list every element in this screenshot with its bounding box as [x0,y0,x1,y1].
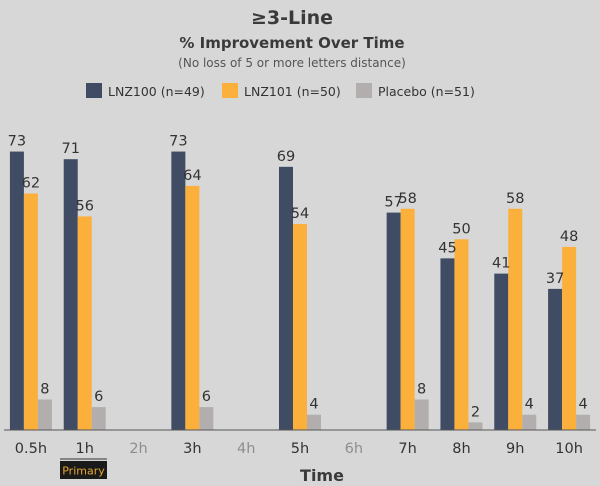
x-tick-label: 2h [129,441,147,457]
bar-value-label: 6 [202,389,211,405]
bar [293,224,307,430]
x-tick-label: 7h [398,441,416,457]
bar [37,399,52,430]
bar-value-label: 6 [94,389,103,405]
bar [199,407,214,430]
bar-value-label: 8 [40,381,49,397]
bar-value-label: 58 [398,191,416,207]
bar [23,193,38,430]
bar [508,208,523,430]
bar [440,258,455,430]
bar-value-label: 37 [546,271,564,287]
bar-value-label: 8 [417,381,426,397]
bars [9,151,591,431]
legend-swatch-lnz100 [86,83,102,98]
legend: LNZ100 (n=49) LNZ101 (n=50) Placebo (n=5… [86,83,475,99]
x-tick-label: 1h [76,441,94,457]
bar [171,151,186,430]
bar [562,246,577,430]
x-tick-label: 0.5h [15,441,47,457]
bar-value-label: 50 [452,221,470,237]
x-axis-label: Time [300,466,344,485]
bar [468,422,483,430]
bar [454,239,469,430]
legend-label-lnz101: LNZ101 (n=50) [244,84,341,99]
bar [307,414,321,430]
bar-value-label: 4 [309,397,318,413]
bar-value-label: 64 [183,168,201,184]
legend-label-lnz100: LNZ100 (n=49) [108,84,205,99]
bar-value-label: 2 [471,404,480,420]
legend-swatch-placebo [356,83,372,98]
primary-annotation-label: Primary [62,465,105,478]
x-tick-label: 5h [291,441,309,457]
chart-note: (No loss of 5 or more letters distance) [178,56,406,70]
x-tick-label: 8h [452,441,470,457]
x-tick-label: 10h [555,441,583,457]
bar [279,166,293,431]
x-tick-label: 3h [183,441,201,457]
legend-swatch-lnz101 [222,83,238,98]
x-tick-label: 4h [237,441,255,457]
bar [400,208,415,430]
bar [77,216,92,430]
x-tick-labels: 0.5h 1h 2h 3h 4h 5h 6h 7h 8h 9h 10h [15,441,583,457]
bar-value-label: 48 [560,229,578,245]
bar-value-label: 73 [169,134,187,150]
bar [576,414,591,430]
bar-value-label: 4 [525,397,534,413]
bar-value-label: 4 [578,397,587,413]
bar-value-label: 69 [277,149,295,165]
chart-title: ≥3-Line [251,7,333,29]
bar-value-label: 54 [291,206,309,222]
bar [63,159,78,430]
legend-label-placebo: Placebo (n=51) [378,84,475,99]
bar [185,185,200,430]
x-tick-label: 9h [506,441,524,457]
bar [522,414,537,430]
bar [494,273,509,430]
chart-subtitle: % Improvement Over Time [179,34,404,52]
primary-annotation-box [60,461,107,479]
bar-value-label: 62 [22,176,40,192]
x-tick-label: 6h [345,441,363,457]
bar [414,399,429,430]
bar-value-label: 41 [492,256,510,272]
bar-value-label: 45 [438,240,456,256]
bar-value-label: 57 [384,195,402,211]
bar-value-label: 58 [506,191,524,207]
bar [91,407,106,430]
bar-value-label: 73 [8,134,26,150]
bar-value-label: 56 [76,198,94,214]
bar-value-label: 71 [62,141,80,157]
bar [386,212,401,430]
bar [548,288,563,430]
bar [9,151,24,430]
